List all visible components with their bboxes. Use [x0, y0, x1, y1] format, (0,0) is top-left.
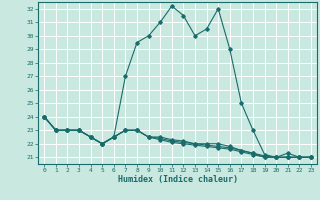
X-axis label: Humidex (Indice chaleur): Humidex (Indice chaleur)	[118, 175, 238, 184]
